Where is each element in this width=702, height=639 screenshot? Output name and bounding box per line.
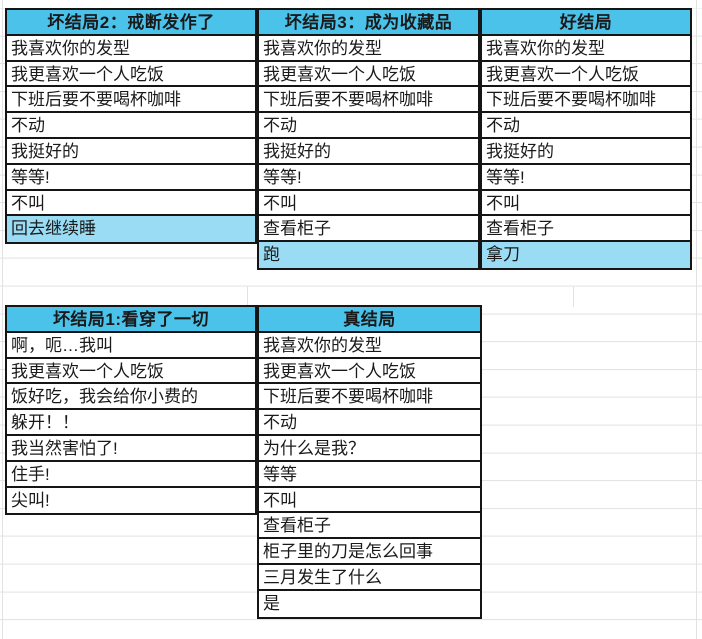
gridline-vertical-left bbox=[2, 0, 3, 639]
cell[interactable]: 下班后要不要喝杯咖啡 bbox=[259, 384, 480, 411]
gridline-vertical-right bbox=[696, 0, 697, 639]
gridline-vertical-gap-2 bbox=[573, 286, 574, 307]
table-good-ending: 好结局 我喜欢你的发型 我更喜欢一个人吃饭 下班后要不要喝杯咖啡 不动 我挺好的… bbox=[480, 8, 692, 270]
cell[interactable]: 我更喜欢一个人吃饭 bbox=[482, 61, 690, 88]
cell[interactable]: 我喜欢你的发型 bbox=[259, 332, 480, 359]
cell-highlighted[interactable]: 回去继续睡 bbox=[7, 216, 255, 243]
cell[interactable]: 我喜欢你的发型 bbox=[7, 35, 255, 62]
cell[interactable]: 我更喜欢一个人吃饭 bbox=[259, 61, 478, 88]
table-bad-ending-3: 坏结局3：成为收藏品 我喜欢你的发型 我更喜欢一个人吃饭 下班后要不要喝杯咖啡 … bbox=[257, 8, 480, 270]
cell[interactable]: 躲开！！ bbox=[7, 410, 255, 436]
cell[interactable]: 为什么是我？ bbox=[259, 435, 480, 462]
table-bad-ending-1: 坏结局1:看穿了一切 啊，呃…我叫 我更喜欢一个人吃饭 饭好吃，我会给你小费的 … bbox=[5, 305, 257, 516]
cell[interactable]: 查看柜子 bbox=[259, 513, 480, 540]
cell[interactable]: 不叫 bbox=[482, 190, 690, 217]
cell[interactable]: 不叫 bbox=[259, 487, 480, 514]
table-header-good-ending[interactable]: 好结局 bbox=[482, 10, 690, 36]
cell[interactable]: 下班后要不要喝杯咖啡 bbox=[259, 87, 478, 114]
cell[interactable]: 不动 bbox=[482, 113, 690, 139]
gridline-vertical-gap-1 bbox=[247, 286, 248, 307]
table-header-bad-ending-1[interactable]: 坏结局1:看穿了一切 bbox=[7, 307, 255, 333]
cell[interactable]: 我挺好的 bbox=[259, 138, 478, 165]
cell[interactable]: 不动 bbox=[259, 113, 478, 139]
cell[interactable]: 我更喜欢一个人吃饭 bbox=[7, 358, 255, 385]
cell[interactable]: 不动 bbox=[259, 410, 480, 436]
cell[interactable]: 我喜欢你的发型 bbox=[482, 35, 690, 62]
cell[interactable]: 是 bbox=[259, 590, 480, 617]
table-bad-ending-2: 坏结局2：戒断发作了 我喜欢你的发型 我更喜欢一个人吃饭 下班后要不要喝杯咖啡 … bbox=[5, 8, 257, 245]
cell[interactable]: 我当然害怕了! bbox=[7, 435, 255, 462]
cell[interactable]: 我更喜欢一个人吃饭 bbox=[259, 358, 480, 385]
cell[interactable]: 等等! bbox=[259, 164, 478, 191]
cell[interactable]: 我挺好的 bbox=[482, 138, 690, 165]
cell[interactable]: 不动 bbox=[7, 113, 255, 139]
cell[interactable]: 尖叫! bbox=[7, 487, 255, 514]
cell[interactable]: 等等 bbox=[259, 461, 480, 488]
cell[interactable]: 下班后要不要喝杯咖啡 bbox=[7, 87, 255, 114]
cell[interactable]: 三月发生了什么 bbox=[259, 564, 480, 591]
cell[interactable]: 查看柜子 bbox=[482, 216, 690, 243]
cell[interactable]: 下班后要不要喝杯咖啡 bbox=[482, 87, 690, 114]
cell-highlighted[interactable]: 拿刀 bbox=[482, 242, 690, 268]
cell[interactable]: 我挺好的 bbox=[7, 138, 255, 165]
cell-highlighted[interactable]: 跑 bbox=[259, 242, 478, 268]
cell[interactable]: 不叫 bbox=[7, 190, 255, 217]
cell[interactable]: 我更喜欢一个人吃饭 bbox=[7, 61, 255, 88]
table-header-true-ending[interactable]: 真结局 bbox=[259, 307, 480, 333]
cell[interactable]: 饭好吃，我会给你小费的 bbox=[7, 384, 255, 411]
cell[interactable]: 查看柜子 bbox=[259, 216, 478, 243]
cell[interactable]: 啊，呃…我叫 bbox=[7, 332, 255, 359]
cell[interactable]: 不叫 bbox=[259, 190, 478, 217]
cell[interactable]: 等等! bbox=[7, 164, 255, 191]
table-header-bad-ending-2[interactable]: 坏结局2：戒断发作了 bbox=[7, 10, 255, 36]
cell[interactable]: 我喜欢你的发型 bbox=[259, 35, 478, 62]
table-header-bad-ending-3[interactable]: 坏结局3：成为收藏品 bbox=[259, 10, 478, 36]
table-true-ending: 真结局 我喜欢你的发型 我更喜欢一个人吃饭 下班后要不要喝杯咖啡 不动 为什么是… bbox=[257, 305, 482, 619]
cell[interactable]: 柜子里的刀是怎么回事 bbox=[259, 539, 480, 565]
cell[interactable]: 等等! bbox=[482, 164, 690, 191]
cell[interactable]: 住手! bbox=[7, 461, 255, 488]
